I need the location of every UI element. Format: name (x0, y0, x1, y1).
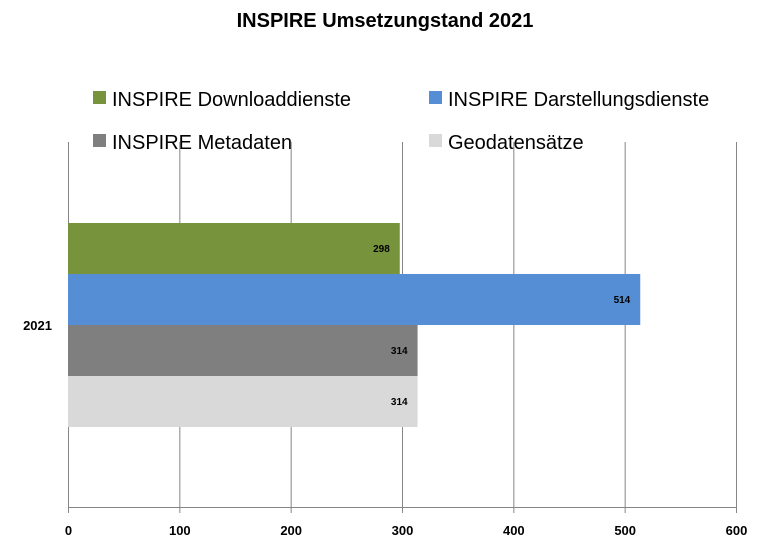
bar-metadaten (68, 325, 418, 376)
bar-downloaddienste (68, 223, 400, 274)
category-label-2021: 2021 (23, 318, 52, 333)
legend-label-darstellungsdienste: INSPIRE Darstellungsdienste (448, 89, 709, 111)
x-tick-label-600: 600 (726, 523, 748, 538)
legend-swatch-metadaten (93, 134, 106, 147)
legend-label-metadaten: INSPIRE Metadaten (112, 132, 292, 154)
x-tick-label-500: 500 (614, 523, 636, 538)
x-axis: 0 100 200 300 400 500 600 (65, 507, 747, 538)
chart-title: INSPIRE Umsetzungstand 2021 (237, 10, 534, 32)
legend: INSPIRE Downloaddienste INSPIRE Darstell… (93, 89, 709, 154)
data-label-metadaten: 314 (391, 346, 408, 357)
x-tick-label-400: 400 (503, 523, 525, 538)
data-labels: 298 514 314 314 (373, 244, 631, 408)
legend-label-downloaddienste: INSPIRE Downloaddienste (112, 89, 351, 111)
bars (68, 223, 641, 427)
bar-darstellungsdienste (68, 274, 641, 325)
data-label-darstellungsdienste: 514 (614, 295, 631, 306)
legend-swatch-geodatensaetze (429, 134, 442, 147)
legend-swatch-darstellungsdienste (429, 91, 442, 104)
legend-swatch-downloaddienste (93, 91, 106, 104)
legend-label-geodatensaetze: Geodatensätze (448, 132, 584, 154)
data-label-downloaddienste: 298 (373, 244, 390, 255)
x-tick-label-0: 0 (65, 523, 72, 538)
x-tick-label-200: 200 (280, 523, 302, 538)
bar-geodatensaetze (68, 376, 418, 427)
x-tick-label-100: 100 (169, 523, 191, 538)
data-label-geodatensaetze: 314 (391, 397, 408, 408)
x-tick-label-300: 300 (392, 523, 414, 538)
